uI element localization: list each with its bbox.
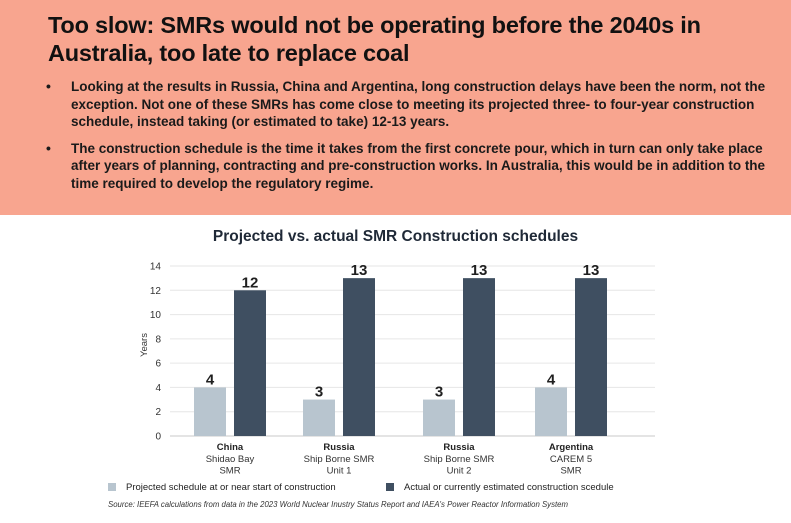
legend-swatch-actual xyxy=(386,483,394,491)
x-category-label: SMR xyxy=(219,466,240,477)
y-axis-label: Years xyxy=(139,333,150,357)
data-label: 4 xyxy=(206,371,215,388)
legend-label-projected: Projected schedule at or near start of c… xyxy=(126,482,336,493)
headline: Too slow: SMRs would not be operating be… xyxy=(48,12,701,66)
bar-projected xyxy=(303,399,335,436)
y-tick-label: 4 xyxy=(155,383,161,394)
x-category-country: Argentina xyxy=(549,442,594,453)
data-label: 3 xyxy=(435,384,443,401)
x-category-label: Ship Borne SMR xyxy=(304,454,375,465)
source-note: Source: IEEFA calculations from data in … xyxy=(108,500,568,509)
data-label: 4 xyxy=(547,371,556,388)
bullet-item: Looking at the results in Russia, China … xyxy=(46,78,767,131)
data-label: 12 xyxy=(242,274,259,291)
y-tick-label: 12 xyxy=(150,286,162,297)
x-category-country: China xyxy=(217,442,244,453)
x-category-label: SMR xyxy=(560,466,581,477)
data-label: 3 xyxy=(315,384,323,401)
bar-projected xyxy=(194,387,226,436)
bar-projected xyxy=(423,399,455,436)
bar-actual xyxy=(234,290,266,436)
y-tick-label: 6 xyxy=(155,359,161,370)
data-label: 13 xyxy=(471,262,488,279)
y-tick-label: 0 xyxy=(155,432,161,443)
chart-title: Projected vs. actual SMR Construction sc… xyxy=(212,228,579,245)
y-tick-label: 14 xyxy=(150,262,162,273)
x-category-label: Unit 1 xyxy=(327,466,352,477)
bar-actual xyxy=(343,278,375,436)
x-category-label: Ship Borne SMR xyxy=(424,454,495,465)
bar-actual xyxy=(463,278,495,436)
bar-projected xyxy=(535,387,567,436)
legend-item-actual: Actual or currently estimated constructi… xyxy=(386,482,614,493)
data-label: 13 xyxy=(583,262,600,279)
x-category-country: Russia xyxy=(323,442,355,453)
legend-item-projected: Projected schedule at or near start of c… xyxy=(108,482,336,493)
bullet-item: The construction schedule is the time it… xyxy=(46,140,767,193)
legend-label-actual: Actual or currently estimated constructi… xyxy=(404,482,614,493)
legend-swatch-projected xyxy=(108,483,116,491)
x-category-label: Unit 2 xyxy=(447,466,472,477)
x-category-label: CAREM 5 xyxy=(550,454,592,465)
y-tick-label: 10 xyxy=(150,310,162,321)
x-category-country: Russia xyxy=(443,442,475,453)
x-category-label: Shidao Bay xyxy=(206,454,255,465)
y-tick-label: 2 xyxy=(155,407,161,418)
header-banner: Too slow: SMRs would not be operating be… xyxy=(0,0,791,215)
bullet-list: Looking at the results in Russia, China … xyxy=(46,78,767,193)
bar-actual xyxy=(575,278,607,436)
y-tick-label: 8 xyxy=(155,334,161,345)
data-label: 13 xyxy=(351,262,368,279)
